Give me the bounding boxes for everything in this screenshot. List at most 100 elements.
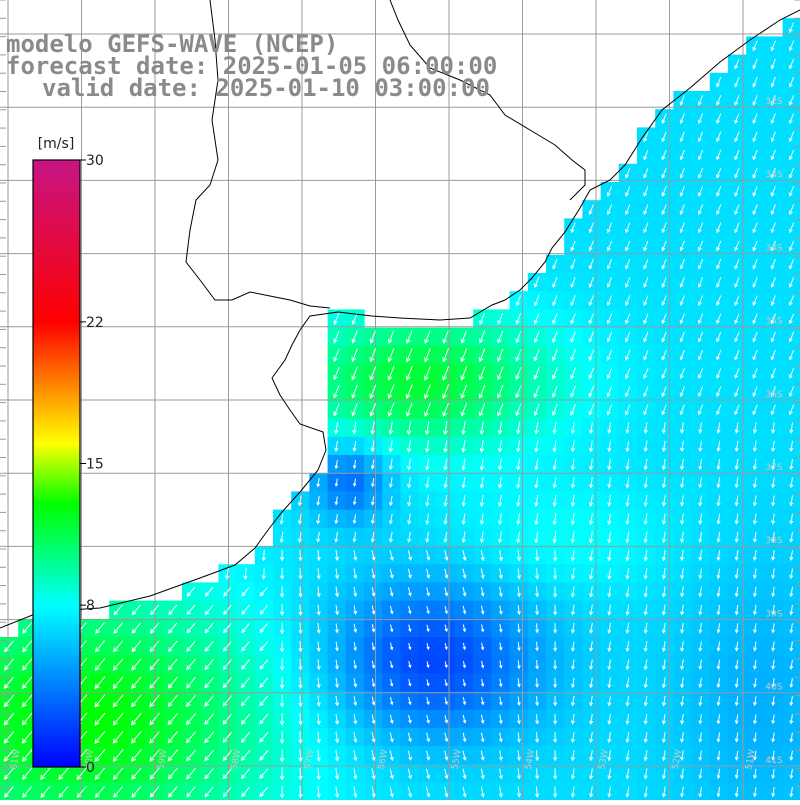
wind-arrow: [771, 623, 776, 634]
wind-arrow: [716, 167, 722, 179]
wind-arrow: [716, 768, 721, 780]
wind-arrow: [261, 567, 266, 580]
wind-arrow: [734, 440, 739, 453]
wind-arrow: [752, 513, 757, 525]
wind-arrow: [241, 641, 250, 652]
wind-arrow: [625, 313, 631, 325]
wind-arrow: [131, 785, 142, 798]
wind-arrow: [516, 586, 521, 598]
wind-arrow: [426, 624, 430, 633]
wind-arrow: [752, 258, 758, 270]
wind-arrow: [371, 786, 376, 798]
wind-arrow: [462, 786, 467, 798]
wind-arrow: [607, 604, 612, 616]
wind-arrow: [553, 567, 558, 580]
wind-arrow: [223, 586, 232, 597]
wind-arrow: [589, 567, 594, 580]
wind-arrow: [588, 513, 594, 526]
wind-arrow: [607, 677, 612, 689]
wind-arrow: [424, 384, 431, 400]
wind-arrow: [21, 676, 33, 690]
wind-arrow: [389, 568, 394, 579]
wind-arrow: [552, 440, 557, 453]
wind-arrow: [168, 622, 178, 634]
wind-arrow: [131, 640, 142, 653]
lon-label: 57W: [303, 749, 316, 771]
wind-arrow: [716, 440, 721, 453]
wind-arrow: [353, 768, 358, 780]
wind-arrow: [241, 604, 250, 615]
wind-arrow: [497, 384, 504, 399]
wind-arrow: [353, 750, 358, 762]
wind-arrow: [499, 696, 503, 706]
wind-arrow: [589, 422, 594, 435]
wind-arrow: [716, 76, 722, 88]
wind-arrow: [588, 240, 594, 252]
wind-arrow: [406, 439, 412, 453]
wind-arrow: [149, 622, 160, 634]
wind-arrow: [259, 641, 268, 652]
wind-arrow: [679, 331, 685, 343]
wind-arrow: [461, 439, 466, 453]
wind-arrow: [680, 422, 685, 434]
wind-arrow: [698, 786, 703, 798]
wind-arrow: [316, 659, 321, 671]
wind-arrow: [716, 368, 722, 379]
wind-arrow: [643, 404, 649, 416]
wind-arrow: [371, 696, 376, 706]
wind-arrow: [643, 768, 648, 780]
wind-arrow: [94, 694, 106, 708]
wind-arrow: [204, 695, 215, 707]
wind-arrow: [607, 513, 612, 526]
wind-arrow: [607, 586, 612, 598]
wind-arrow: [516, 786, 522, 798]
wind-arrow: [498, 750, 503, 762]
wind-arrow: [131, 676, 142, 689]
wind-arrow: [76, 767, 87, 780]
wind-arrow: [551, 385, 558, 398]
wind-arrow: [661, 458, 666, 471]
wind-arrow: [589, 604, 594, 616]
wind-arrow: [552, 513, 557, 526]
wind-arrow: [259, 786, 269, 798]
wind-arrow: [298, 586, 303, 598]
wind-arrow: [480, 732, 485, 743]
wind-arrow: [679, 149, 685, 161]
wind-arrow: [370, 496, 375, 506]
wind-arrow: [734, 258, 740, 270]
wind-arrow: [351, 366, 358, 381]
lon-label: 53W: [597, 749, 610, 771]
wind-arrow: [3, 712, 15, 726]
wind-arrow: [279, 586, 285, 598]
wind-arrow: [461, 458, 466, 471]
wind-arrow: [788, 386, 795, 398]
wind-arrow: [167, 694, 178, 708]
wind-arrow: [480, 678, 485, 688]
wind-arrow: [607, 732, 612, 744]
wind-arrow: [698, 531, 703, 544]
wind-arrow: [716, 641, 721, 652]
wind-arrow: [204, 768, 214, 780]
wind-arrow: [408, 642, 412, 651]
wind-arrow: [625, 786, 630, 798]
wind-arrow: [752, 277, 758, 288]
wind-arrow: [353, 714, 358, 725]
wind-arrow: [461, 421, 466, 436]
wind-arrow: [3, 694, 15, 708]
wind-arrow: [498, 623, 503, 633]
wind-arrow: [771, 641, 776, 652]
wind-arrow: [3, 676, 15, 690]
wind-arrow: [553, 604, 558, 616]
wind-arrow: [734, 368, 740, 379]
wind-arrow: [112, 658, 124, 671]
wind-arrow: [406, 330, 413, 344]
wind-arrow: [335, 677, 339, 689]
wind-arrow: [625, 677, 630, 689]
wind-arrow: [625, 440, 630, 453]
wind-arrow: [606, 386, 613, 398]
wind-arrow: [570, 695, 575, 707]
wind-arrow: [771, 586, 776, 598]
wind-arrow: [553, 659, 558, 670]
wind-arrow: [680, 623, 685, 634]
lat-label: 39S: [765, 609, 782, 619]
